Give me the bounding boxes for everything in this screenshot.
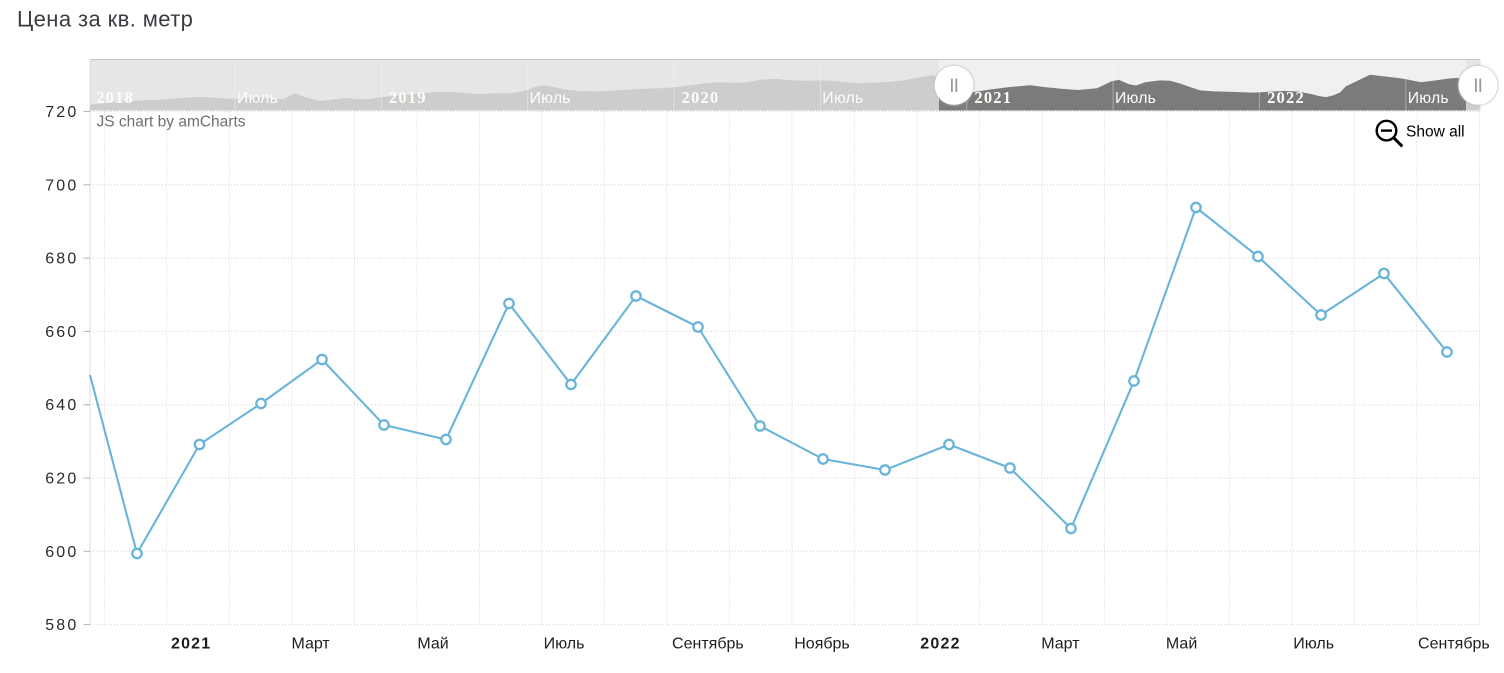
svg-text:600: 600 (45, 544, 78, 561)
svg-text:Июль: Июль (1293, 636, 1334, 653)
svg-text:640: 640 (45, 397, 78, 414)
svg-text:Июль: Июль (1115, 90, 1156, 107)
svg-text:Март: Март (291, 636, 330, 653)
svg-text:2021: 2021 (171, 636, 211, 653)
svg-text:2022: 2022 (920, 636, 960, 653)
svg-text:2018: 2018 (96, 88, 134, 107)
svg-text:580: 580 (45, 617, 78, 634)
svg-text:2021: 2021 (974, 88, 1012, 107)
svg-text:700: 700 (45, 177, 78, 194)
svg-text:Март: Март (1041, 636, 1080, 653)
svg-text:Show all: Show all (1406, 124, 1465, 141)
svg-text:620: 620 (45, 471, 78, 488)
svg-text:Май: Май (417, 636, 448, 653)
svg-text:Ноябрь: Ноябрь (794, 636, 850, 653)
svg-text:Сентябрь: Сентябрь (672, 636, 744, 653)
svg-text:2022: 2022 (1267, 88, 1305, 107)
svg-text:JS chart by amCharts: JS chart by amCharts (97, 114, 246, 131)
svg-text:2020: 2020 (682, 88, 720, 107)
svg-text:720: 720 (45, 104, 78, 121)
svg-text:2019: 2019 (389, 88, 427, 107)
svg-text:Цена за кв. метр: Цена за кв. метр (17, 7, 193, 32)
svg-text:Июль: Июль (822, 90, 863, 107)
svg-text:Июль: Июль (237, 90, 278, 107)
svg-text:Июль: Июль (544, 636, 585, 653)
svg-text:Сентябрь: Сентябрь (1418, 636, 1490, 653)
svg-text:Июль: Июль (530, 90, 571, 107)
svg-text:Июль: Июль (1408, 90, 1449, 107)
svg-text:Май: Май (1166, 636, 1197, 653)
svg-text:660: 660 (45, 324, 78, 341)
svg-text:680: 680 (45, 251, 78, 268)
